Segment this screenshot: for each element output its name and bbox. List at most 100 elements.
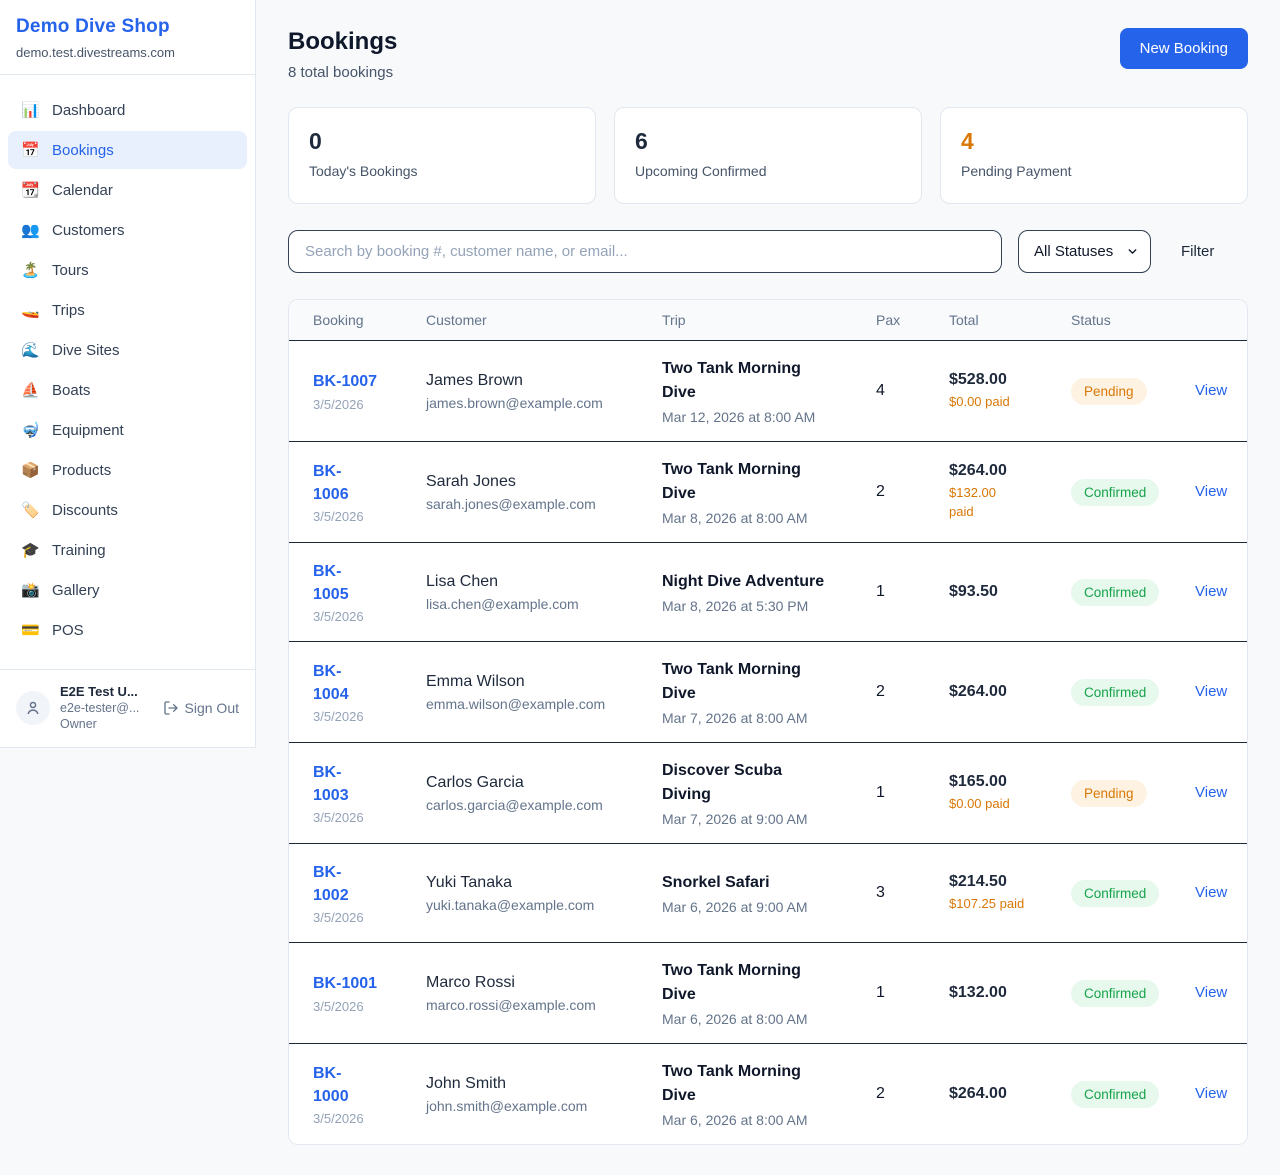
trip-date: Mar 6, 2026 at 9:00 AM — [662, 899, 808, 915]
sidebar-item-customers[interactable]: 👥 Customers — [8, 211, 247, 249]
view-link[interactable]: View — [1195, 483, 1228, 500]
paid-amount: $132.00 paid — [949, 485, 996, 519]
booking-date: 3/5/2026 — [313, 910, 364, 926]
col-pax: Pax — [876, 312, 901, 328]
sidebar-item-label: Discounts — [52, 501, 118, 519]
stat-value: 6 — [635, 128, 648, 154]
avatar — [16, 690, 50, 725]
pax-count: 3 — [876, 884, 885, 901]
credit-card-icon: 💳 — [21, 622, 40, 639]
pax-count: 2 — [876, 1085, 885, 1102]
sidebar-item-products[interactable]: 📦 Products — [8, 451, 247, 489]
status-badge: Confirmed — [1071, 1080, 1160, 1108]
status-select-wrap: All Statuses — [1018, 230, 1151, 273]
trip-date: Mar 7, 2026 at 8:00 AM — [662, 710, 808, 726]
sidebar-item-label: Dashboard — [52, 101, 126, 119]
sidebar-item-bookings[interactable]: 📅 Bookings — [8, 131, 247, 169]
table-row: BK-1007 3/5/2026 James Brown james.brown… — [289, 341, 1247, 442]
table-row: BK- 1006 3/5/2026 Sarah Jones sarah.jone… — [289, 442, 1247, 543]
sidebar-nav: 📊 Dashboard 📅 Bookings 📆 Calendar 👥 Cust… — [0, 75, 255, 661]
total-amount: $264.00 — [949, 1085, 1007, 1102]
stat-card: 6 Upcoming Confirmed — [614, 107, 922, 204]
status-select[interactable]: All Statuses — [1018, 230, 1151, 273]
wave-icon: 🌊 — [21, 342, 40, 359]
view-link[interactable]: View — [1195, 784, 1228, 801]
col-action — [1195, 309, 1223, 331]
user-info: E2E Test U... e2e-tester@... Owner — [60, 684, 153, 731]
booking-id-link[interactable]: BK- 1004 — [313, 662, 349, 703]
booking-id-link[interactable]: BK- 1002 — [313, 863, 349, 904]
view-link[interactable]: View — [1195, 583, 1228, 600]
status-badge: Confirmed — [1071, 478, 1160, 506]
table-row: BK- 1005 3/5/2026 Lisa Chen lisa.chen@ex… — [289, 543, 1247, 642]
package-icon: 📦 — [21, 462, 40, 479]
customer-email: sarah.jones@example.com — [426, 495, 596, 512]
sidebar-item-calendar[interactable]: 📆 Calendar — [8, 171, 247, 209]
sidebar-item-discounts[interactable]: 🏷️ Discounts — [8, 491, 247, 529]
customer-name: Carlos Garcia — [426, 773, 524, 791]
stats-row: 0 Today's Bookings 6 Upcoming Confirmed … — [288, 107, 1248, 204]
trip-name: Two Tank Morning Dive — [662, 461, 801, 502]
customer-email: yuki.tanaka@example.com — [426, 896, 595, 913]
stat-label: Today's Bookings — [309, 163, 418, 179]
trip-name: Night Dive Adventure — [662, 573, 825, 590]
customer-email: john.smith@example.com — [426, 1097, 588, 1114]
filter-button[interactable]: Filter — [1167, 235, 1228, 268]
search-input[interactable] — [288, 230, 1002, 273]
island-icon: 🏝️ — [21, 262, 40, 279]
sidebar-item-pos[interactable]: 💳 POS — [8, 611, 247, 649]
customer-email: emma.wilson@example.com — [426, 695, 606, 712]
booking-id-link[interactable]: BK- 1005 — [313, 562, 349, 603]
view-link[interactable]: View — [1195, 1085, 1228, 1102]
booking-id-link[interactable]: BK- 1006 — [313, 462, 349, 503]
customer-name: John Smith — [426, 1074, 507, 1092]
sidebar-item-dashboard[interactable]: 📊 Dashboard — [8, 91, 247, 129]
sign-out-button[interactable]: Sign Out — [163, 700, 239, 716]
stat-card: 0 Today's Bookings — [288, 107, 596, 204]
sidebar-item-gallery[interactable]: 📸 Gallery — [8, 571, 247, 609]
sidebar-item-label: Products — [52, 461, 112, 479]
sidebar-item-equipment[interactable]: 🤿 Equipment — [8, 411, 247, 449]
view-link[interactable]: View — [1195, 683, 1228, 700]
sidebar-item-trips[interactable]: 🚤 Trips — [8, 291, 247, 329]
sign-out-label: Sign Out — [184, 699, 239, 716]
customer-email: lisa.chen@example.com — [426, 595, 579, 612]
sidebar-item-label: Trips — [52, 301, 85, 319]
total-amount: $93.50 — [949, 583, 998, 600]
booking-id-link[interactable]: BK-1007 — [313, 373, 378, 391]
booking-id-link[interactable]: BK- 1003 — [313, 763, 349, 804]
trip-date: Mar 7, 2026 at 9:00 AM — [662, 811, 808, 827]
status-badge: Confirmed — [1071, 578, 1160, 606]
page-subtitle: 8 total bookings — [288, 64, 394, 81]
bookings-table: Booking Customer Trip Pax Total Status B… — [288, 299, 1248, 1145]
sidebar-item-tours[interactable]: 🏝️ Tours — [8, 251, 247, 289]
user-email: e2e-tester@... — [60, 701, 140, 715]
col-trip: Trip — [662, 312, 686, 328]
col-customer: Customer — [426, 312, 487, 328]
diving-mask-icon: 🤿 — [21, 422, 40, 439]
sidebar-item-boats[interactable]: ⛵ Boats — [8, 371, 247, 409]
sidebar-item-label: Calendar — [52, 181, 113, 199]
view-link[interactable]: View — [1195, 984, 1228, 1001]
booking-date: 3/5/2026 — [313, 396, 364, 412]
col-booking: Booking — [313, 312, 364, 328]
sidebar-item-label: Gallery — [52, 581, 100, 599]
booking-id-link[interactable]: BK-1001 — [313, 975, 378, 993]
col-status: Status — [1071, 312, 1111, 328]
user-name: E2E Test U... — [60, 684, 138, 699]
trip-name: Two Tank Morning Dive — [662, 962, 801, 1003]
view-link[interactable]: View — [1195, 382, 1228, 399]
trip-name: Two Tank Morning Dive — [662, 360, 801, 401]
col-total: Total — [949, 312, 979, 328]
new-booking-button[interactable]: New Booking — [1119, 28, 1248, 69]
total-amount: $165.00 — [949, 772, 1007, 790]
filter-row: All Statuses Filter — [288, 230, 1248, 273]
main-content: Bookings 8 total bookings New Booking 0 … — [256, 0, 1280, 1175]
table-row: BK- 1004 3/5/2026 Emma Wilson emma.wilso… — [289, 642, 1247, 743]
booking-date: 3/5/2026 — [313, 810, 364, 826]
view-link[interactable]: View — [1195, 884, 1228, 901]
page-title: Bookings — [288, 28, 398, 55]
sidebar-item-training[interactable]: 🎓 Training — [8, 531, 247, 569]
booking-id-link[interactable]: BK- 1000 — [313, 1064, 349, 1105]
sidebar-item-dive-sites[interactable]: 🌊 Dive Sites — [8, 331, 247, 369]
